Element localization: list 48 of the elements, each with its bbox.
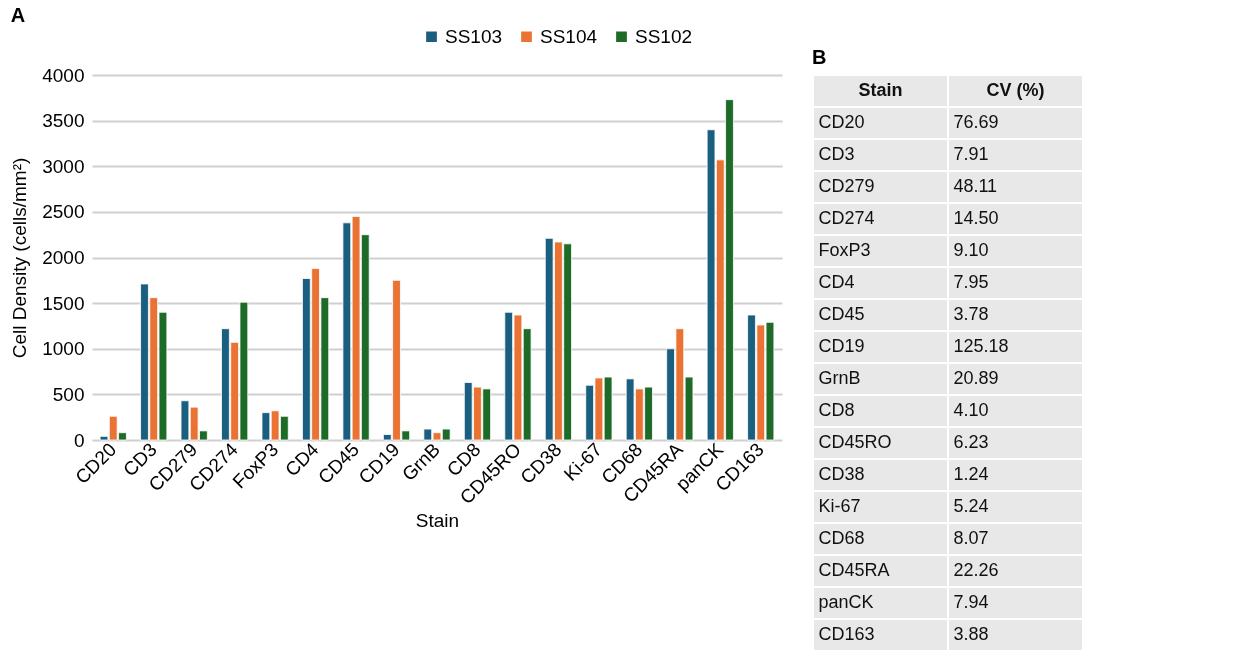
text: 8.07 [953,528,989,548]
category-label: CD163 [818,624,875,644]
legend-label: SS103 [445,25,503,47]
category-label: CD4 [818,272,855,292]
y-tick-label: 3000 [42,155,85,177]
text: 7.91 [953,144,989,164]
category-label: CD3 [818,144,855,164]
text: 6.23 [953,432,989,452]
category-label: CD274 [818,208,875,228]
y-axis-title: Cell Density (cells/mm²) [9,157,31,359]
text: 7.94 [953,592,989,612]
category-label: CD20 [818,112,865,132]
text: 14.50 [953,208,999,228]
category-label: CD8 [818,400,855,420]
y-tick-label: 1000 [42,338,85,360]
text: 4.10 [953,400,989,420]
category-label: CD19 [818,336,865,356]
text: 3.78 [953,304,989,324]
text: B [812,46,827,68]
y-tick-label: 4000 [42,64,85,86]
text: 3.88 [953,624,989,644]
y-tick-label: 3500 [42,110,85,132]
x-axis-title: Stain [415,510,460,532]
text: 9.10 [953,240,989,260]
text: CV (%) [986,80,1045,100]
text: 125.18 [953,336,1009,356]
y-tick-label: 1500 [42,292,85,314]
category-label: FoxP3 [818,240,871,260]
y-tick-label: 2500 [42,201,85,223]
text: Stain [858,80,903,100]
category-label: CD45 [818,304,865,324]
legend-label: SS104 [540,25,598,47]
y-tick-label: 2000 [42,247,85,268]
text: 20.89 [953,368,999,388]
text: 1.24 [953,464,989,484]
y-tick-label: 500 [52,383,85,405]
text: 5.24 [953,496,989,516]
text: 76.69 [953,112,999,132]
category-label: CD68 [818,528,865,548]
category-label: GrnB [818,368,861,388]
legend-label: SS102 [635,25,693,47]
text: 48.11 [953,176,998,196]
text: 7.95 [953,272,989,292]
text: 22.26 [953,560,999,580]
category-label: CD279 [818,176,875,196]
category-label: panCK [818,592,874,612]
category-label: CD45RA [818,560,890,580]
chart-title: A [10,4,26,26]
